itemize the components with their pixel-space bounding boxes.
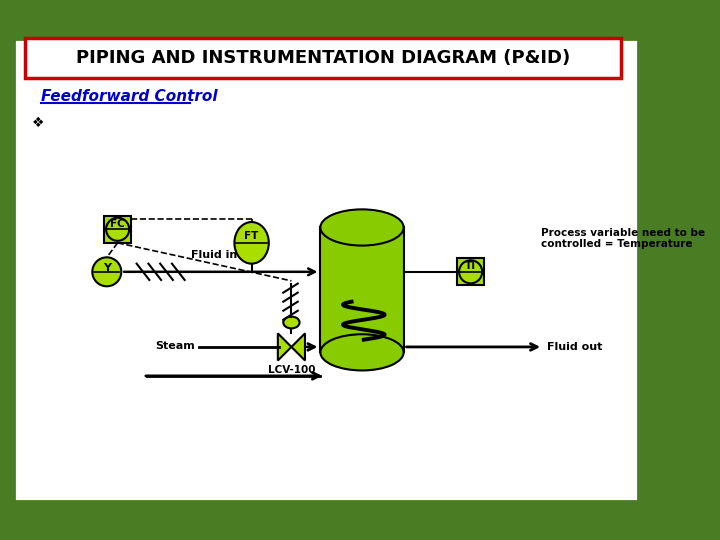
Text: LCV-100: LCV-100 bbox=[268, 365, 315, 375]
FancyBboxPatch shape bbox=[14, 39, 638, 501]
Text: Y: Y bbox=[103, 263, 111, 273]
Ellipse shape bbox=[459, 260, 482, 284]
Text: Process variable need to be
controlled = Temperature: Process variable need to be controlled =… bbox=[541, 227, 706, 249]
FancyBboxPatch shape bbox=[104, 215, 131, 243]
FancyBboxPatch shape bbox=[320, 227, 404, 353]
FancyBboxPatch shape bbox=[25, 38, 621, 78]
Polygon shape bbox=[292, 333, 305, 361]
Text: Feedforward Control: Feedforward Control bbox=[41, 89, 217, 104]
Ellipse shape bbox=[283, 316, 300, 328]
Ellipse shape bbox=[92, 258, 121, 286]
Ellipse shape bbox=[106, 218, 129, 241]
Text: Fluid in: Fluid in bbox=[192, 250, 238, 260]
Ellipse shape bbox=[320, 334, 404, 370]
Polygon shape bbox=[278, 333, 292, 361]
Text: FC: FC bbox=[110, 219, 125, 229]
Ellipse shape bbox=[235, 222, 269, 264]
Text: FT: FT bbox=[244, 231, 258, 241]
Text: TI: TI bbox=[465, 261, 476, 272]
Ellipse shape bbox=[320, 210, 404, 246]
Text: PIPING AND INSTRUMENTATION DIAGRAM (P&ID): PIPING AND INSTRUMENTATION DIAGRAM (P&ID… bbox=[76, 49, 570, 67]
FancyBboxPatch shape bbox=[457, 258, 484, 285]
Text: Fluid out: Fluid out bbox=[546, 342, 602, 352]
Text: Steam: Steam bbox=[155, 341, 194, 351]
Text: ❖: ❖ bbox=[32, 116, 44, 130]
